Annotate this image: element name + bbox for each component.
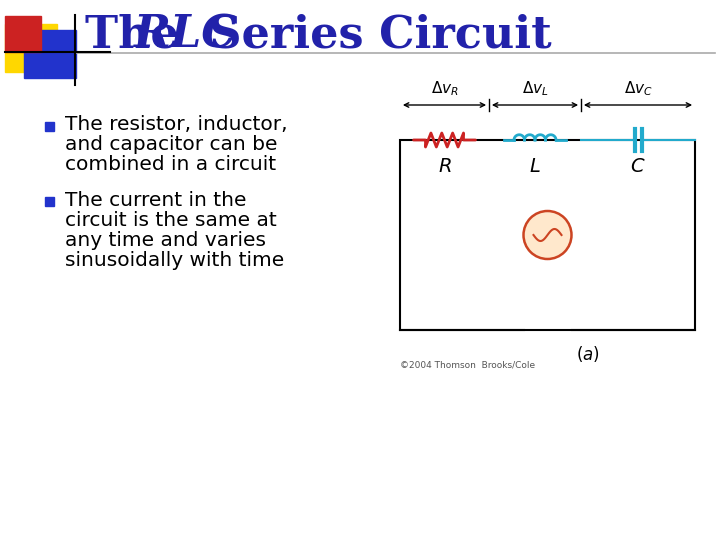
Text: $L$: $L$ [529, 158, 541, 176]
Text: The current in the: The current in the [65, 191, 246, 210]
Circle shape [523, 211, 572, 259]
Bar [5, 24, 57, 72]
Text: The resistor, inductor,: The resistor, inductor, [65, 116, 287, 134]
Bar [400, 140, 695, 330]
Text: $\Delta v_L$: $\Delta v_L$ [521, 79, 549, 98]
Bar [45, 197, 54, 206]
Text: Series Circuit: Series Circuit [194, 14, 552, 57]
Text: $\Delta v_C$: $\Delta v_C$ [624, 79, 652, 98]
Text: $C$: $C$ [630, 158, 646, 176]
Bar [5, 16, 41, 52]
Text: $\Delta v_R$: $\Delta v_R$ [431, 79, 459, 98]
Text: and capacitor can be: and capacitor can be [65, 136, 277, 154]
Text: combined in a circuit: combined in a circuit [65, 156, 276, 174]
Text: The: The [85, 14, 194, 57]
Text: sinusoidally with time: sinusoidally with time [65, 251, 284, 269]
Text: $(a)$: $(a)$ [575, 344, 599, 364]
Text: $R$: $R$ [438, 158, 451, 176]
Text: ©2004 Thomson  Brooks/Cole: ©2004 Thomson Brooks/Cole [400, 360, 535, 369]
Bar [24, 30, 76, 78]
Bar [45, 122, 54, 131]
Text: RLC: RLC [133, 14, 237, 57]
Text: circuit is the same at: circuit is the same at [65, 211, 276, 229]
Text: any time and varies: any time and varies [65, 231, 266, 249]
